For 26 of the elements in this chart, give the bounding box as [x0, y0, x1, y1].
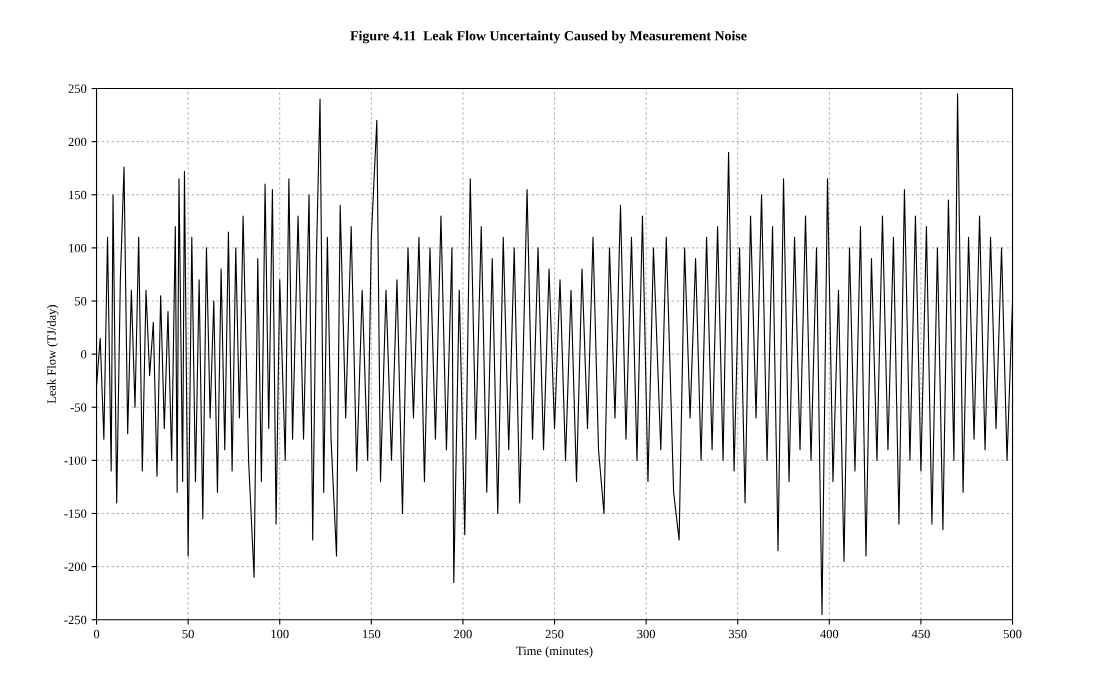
x-tick-label: 400 — [820, 629, 839, 639]
x-tick-label: 100 — [271, 629, 289, 639]
y-tick-label: 150 — [69, 190, 87, 200]
y-tick-label: 250 — [68, 84, 87, 93]
x-tick-label: 350 — [728, 629, 747, 639]
x-tick-label: 500 — [1003, 629, 1022, 639]
y-tick-label: -200 — [64, 562, 87, 572]
x-tick-label: 200 — [454, 629, 472, 639]
y-tick-label: 200 — [68, 137, 87, 147]
y-tick-label: 0 — [81, 350, 87, 359]
x-tick-label: 150 — [363, 629, 381, 639]
x-tick-label: 0 — [93, 629, 100, 639]
y-tick-label: -150 — [64, 509, 87, 518]
y-tick-label: -100 — [64, 456, 87, 465]
y-tick-label: -50 — [70, 403, 87, 412]
y-axis-title: Leak Flow (TJ/day) — [46, 305, 59, 404]
x-axis-title: Time (minutes) — [516, 646, 593, 658]
y-tick-label: 100 — [69, 243, 87, 253]
line-series — [96, 93, 1013, 615]
y-tick-label: 50 — [75, 297, 87, 306]
chart-title: Figure 4.11 Leak Flow Uncertainty Caused by Measurement Noise — [350, 30, 747, 44]
x-tick-label: 300 — [637, 629, 656, 639]
x-tick-label: 250 — [545, 629, 564, 639]
x-tick-label: 450 — [911, 629, 930, 639]
x-tick-label: 50 — [182, 629, 194, 639]
y-tick-label: -250 — [64, 615, 87, 625]
